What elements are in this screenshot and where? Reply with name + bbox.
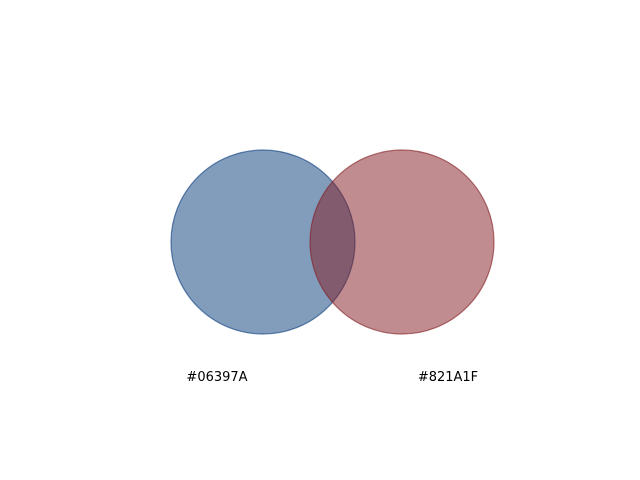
set-label-right: #821A1F bbox=[418, 370, 478, 385]
venn-circle-right bbox=[309, 149, 495, 335]
set-label-left: #06397A bbox=[186, 370, 247, 385]
